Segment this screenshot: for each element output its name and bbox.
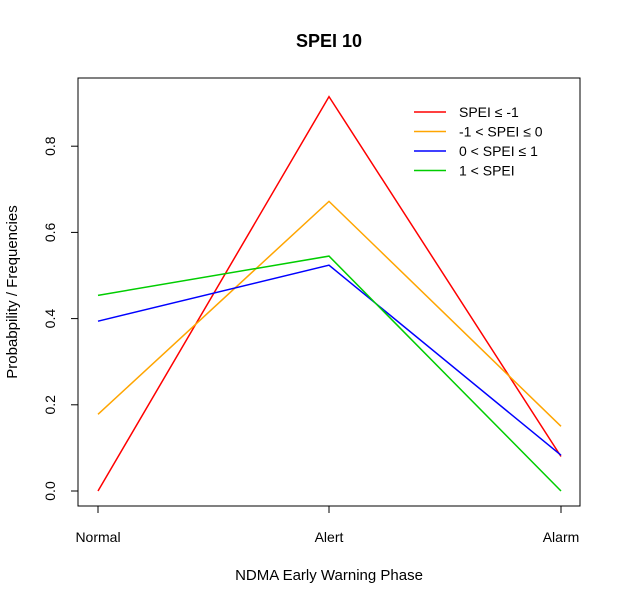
x-tick-label: Alarm bbox=[543, 529, 580, 545]
y-axis-label: Probabpility / Frequencies bbox=[4, 205, 21, 378]
y-tick-label: 0.8 bbox=[42, 136, 58, 156]
legend-label: 1 < SPEI bbox=[459, 163, 515, 179]
series-line-3 bbox=[97, 264, 562, 456]
legend: SPEI ≤ -1 -1 < SPEI ≤ 0 0 < SPEI ≤ 1 1 < SP… bbox=[414, 104, 543, 179]
legend-label: -1 < SPEI ≤ 0 bbox=[459, 124, 543, 140]
x-tick-label: Alert bbox=[315, 529, 344, 545]
series-lines bbox=[97, 95, 562, 492]
x-tick-label: Normal bbox=[75, 529, 120, 545]
series-line-2 bbox=[97, 200, 562, 427]
series-line-4 bbox=[97, 255, 562, 492]
y-axis: 0.0 0.2 0.4 0.6 0.8 bbox=[42, 136, 79, 501]
y-tick-label: 0.0 bbox=[42, 481, 58, 501]
y-tick-label: 0.6 bbox=[42, 222, 58, 242]
x-axis-label: NDMA Early Warning Phase bbox=[235, 567, 423, 584]
legend-label: SPEI ≤ -1 bbox=[459, 104, 519, 120]
legend-label: 0 < SPEI ≤ 1 bbox=[459, 143, 538, 159]
series-line-1 bbox=[97, 95, 562, 492]
y-tick-label: 0.4 bbox=[42, 309, 58, 329]
y-tick-label: 0.2 bbox=[42, 395, 58, 415]
chart-title: SPEI 10 bbox=[296, 31, 362, 51]
x-axis: Normal Alert Alarm bbox=[75, 505, 580, 545]
